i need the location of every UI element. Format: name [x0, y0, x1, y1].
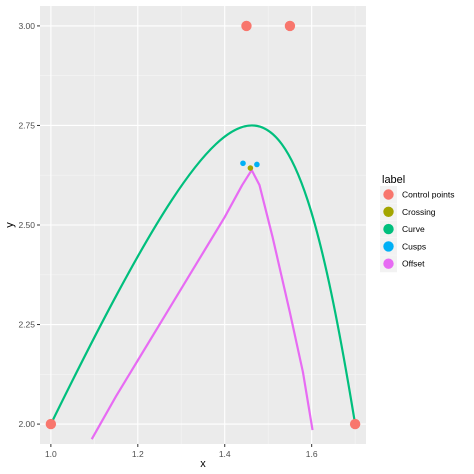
legend-key: [383, 189, 394, 200]
y-tick-label: 2.00: [18, 419, 35, 429]
x-tick-label: 1.4: [219, 449, 231, 459]
y-axis-title: y: [4, 222, 16, 228]
curve-line: [49, 124, 357, 425]
cusps-point: [254, 161, 260, 168]
control-points-point: [241, 20, 252, 32]
control-points-point: [45, 418, 57, 430]
legend-key: [383, 206, 394, 217]
x-tick-label: 1.2: [132, 449, 144, 459]
control-points-point: [349, 418, 361, 430]
grid-major: [40, 6, 366, 444]
cusps-point: [240, 160, 246, 167]
legend-label: Crossing: [402, 207, 436, 217]
chart-points: [45, 20, 361, 430]
legend-key: [383, 258, 394, 269]
legend-label: Control points: [402, 190, 454, 200]
y-tick-label: 3.00: [18, 21, 35, 31]
legend-items: Control points Crossing Curve Cusps Offset: [380, 186, 454, 273]
y-tick-label: 2.75: [18, 120, 35, 130]
y-tick-label: 2.25: [18, 320, 35, 330]
x-tick-label: 1.0: [45, 449, 57, 459]
x-axis-ticks: 1.0 1.2 1.4 1.6: [45, 444, 318, 459]
x-axis-title: x: [200, 458, 206, 470]
legend-label: Offset: [402, 259, 425, 269]
control-points-point: [284, 20, 296, 32]
chart-lines: [49, 124, 357, 440]
offset-line: [90, 168, 314, 440]
legend-title: label: [382, 174, 405, 186]
legend-label: Curve: [402, 224, 425, 234]
y-axis-ticks: 2.00 2.25 2.50 2.75 3.00: [18, 21, 40, 429]
x-tick-label: 1.6: [306, 449, 318, 459]
crossing-point: [247, 165, 254, 171]
legend-label: Cusps: [402, 241, 426, 251]
legend-key: [383, 223, 394, 235]
y-tick-label: 2.50: [18, 220, 35, 230]
legend-key: [383, 241, 394, 252]
legend: label Control points Crossing Curve Cusps Of…: [380, 174, 454, 273]
